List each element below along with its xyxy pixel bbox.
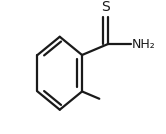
Text: S: S <box>101 0 110 14</box>
Text: NH₂: NH₂ <box>132 38 156 51</box>
